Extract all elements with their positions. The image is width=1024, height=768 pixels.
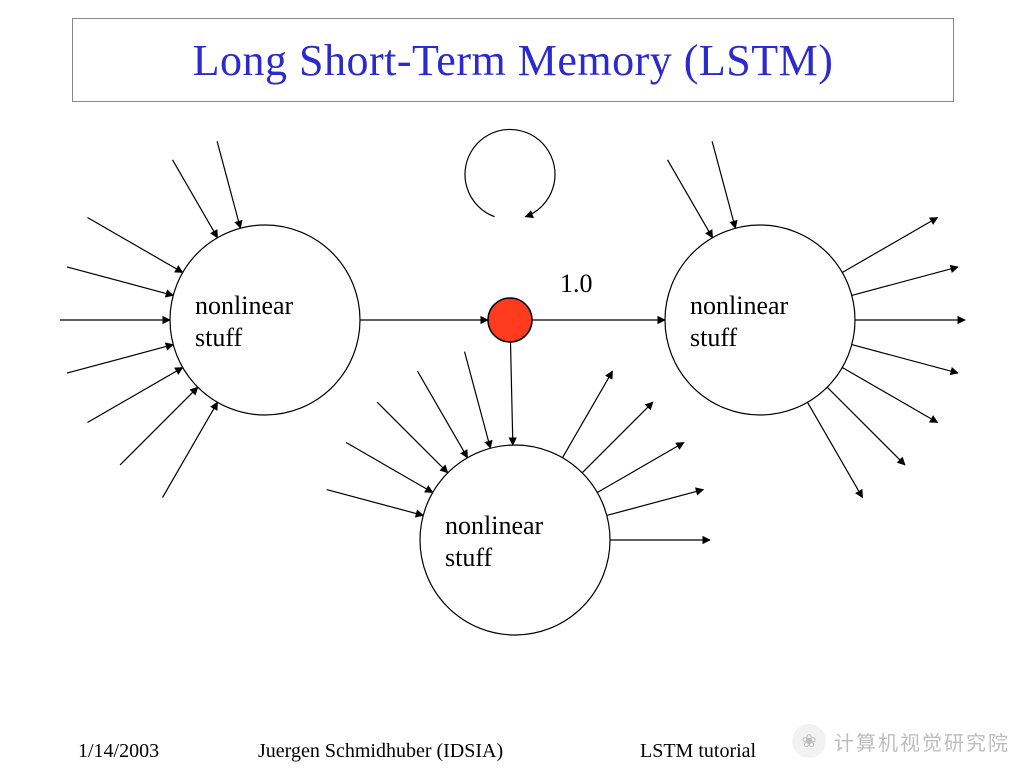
node-label-left-1: nonlinear — [195, 291, 294, 320]
slide: Long Short-Term Memory (LSTM) nonlinears… — [0, 0, 1024, 768]
footer-date: 1/14/2003 — [78, 740, 159, 763]
node-right — [665, 225, 855, 415]
footer-label: LSTM tutorial — [640, 740, 756, 763]
node-center — [488, 298, 532, 342]
footer-author: Juergen Schmidhuber (IDSIA) — [258, 740, 503, 763]
node-label-bottom-2: stuff — [445, 543, 493, 572]
self-loop — [465, 129, 555, 216]
node-label-right-1: nonlinear — [690, 291, 789, 320]
node-left — [170, 225, 360, 415]
watermark: ❀ 计算机视觉研究院 — [792, 724, 1010, 758]
self-loop-label: 1.0 — [560, 269, 593, 298]
watermark-icon: ❀ — [792, 724, 826, 758]
node-label-right-2: stuff — [690, 323, 738, 352]
edge-center-bottom — [510, 342, 512, 445]
node-bottom — [420, 445, 610, 635]
lstm-diagram: nonlinear stuff nonlinear stuff nonlinear stu… — [0, 0, 1024, 768]
node-label-left-2: stuff — [195, 323, 243, 352]
watermark-text: 计算机视觉研究院 — [834, 727, 1010, 756]
node-label-bottom-1: nonlinear — [445, 511, 544, 540]
